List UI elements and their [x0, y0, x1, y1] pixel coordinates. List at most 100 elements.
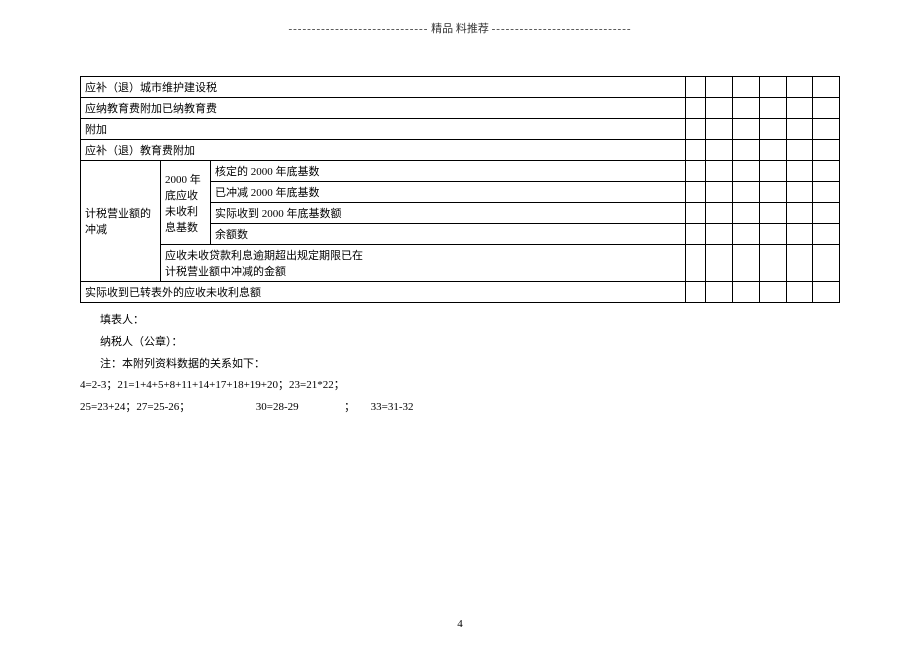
cell-empty	[706, 245, 733, 282]
cell-empty	[813, 245, 840, 282]
cell-label: 附加	[81, 119, 686, 140]
cell-empty	[706, 140, 733, 161]
cell-label: 应补（退）城市维护建设税	[81, 77, 686, 98]
note-part: 25=23+24；27=25-26；	[80, 401, 190, 413]
cell-empty	[733, 119, 760, 140]
cell-empty	[786, 77, 813, 98]
cell-empty	[733, 98, 760, 119]
cell-empty	[759, 119, 786, 140]
cell-empty	[813, 119, 840, 140]
cell-empty	[706, 161, 733, 182]
cell-sub2: 已冲减 2000 年底基数	[211, 182, 686, 203]
cell-empty	[813, 182, 840, 203]
cell-empty	[733, 282, 760, 303]
cell-empty	[786, 224, 813, 245]
cell-sub2: 余额数	[211, 224, 686, 245]
note-part: 30=28-29	[256, 401, 299, 413]
cell-empty	[786, 245, 813, 282]
note-line: 25=23+24；27=25-26； 30=28-29 ； 33=31-32	[80, 398, 840, 418]
note-line: 填表人：	[80, 311, 840, 331]
cell-text: 2000 年	[165, 171, 206, 187]
cell-empty	[786, 182, 813, 203]
cell-left-group: 计税营业额的 冲减	[81, 161, 161, 282]
cell-empty	[759, 182, 786, 203]
note-part: 33=31-32	[371, 401, 414, 413]
cell-empty	[759, 203, 786, 224]
cell-empty	[813, 203, 840, 224]
cell-empty	[759, 77, 786, 98]
cell-empty	[733, 245, 760, 282]
table-row: 应补（退）教育费附加	[81, 140, 840, 161]
cell-empty	[686, 77, 706, 98]
header-title: 精品 料推荐	[431, 23, 489, 35]
cell-empty	[759, 161, 786, 182]
table-row: 实际收到已转表外的应收未收利息额	[81, 282, 840, 303]
cell-empty	[733, 77, 760, 98]
cell-text: 未收利	[165, 203, 206, 219]
cell-empty	[706, 282, 733, 303]
cell-last: 实际收到已转表外的应收未收利息额	[81, 282, 686, 303]
cell-empty	[686, 203, 706, 224]
cell-text: 息基数	[165, 219, 206, 235]
header-dashes-right: ------------------------------	[492, 23, 632, 35]
cell-empty	[786, 140, 813, 161]
table-row: 计税营业额的 冲减 2000 年 底应收 未收利 息基数 核定的 2000 年底…	[81, 161, 840, 182]
table-row: 应补（退）城市维护建设税	[81, 77, 840, 98]
cell-label: 应补（退）教育费附加	[81, 140, 686, 161]
cell-empty	[686, 119, 706, 140]
cell-empty	[706, 77, 733, 98]
page-number: 4	[457, 618, 463, 630]
cell-sub1-group: 2000 年 底应收 未收利 息基数	[161, 161, 211, 245]
cell-empty	[686, 245, 706, 282]
cell-empty	[706, 182, 733, 203]
cell-empty	[786, 282, 813, 303]
cell-empty	[706, 119, 733, 140]
cell-empty	[686, 140, 706, 161]
cell-empty	[786, 161, 813, 182]
cell-empty	[706, 98, 733, 119]
cell-label: 应纳教育费附加已纳教育费	[81, 98, 686, 119]
header-dashes-left: ------------------------------	[288, 23, 428, 35]
cell-empty	[733, 140, 760, 161]
cell-text: 冲减	[85, 221, 156, 237]
cell-empty	[813, 224, 840, 245]
note-line: 纳税人（公章）：	[80, 333, 840, 353]
cell-empty	[813, 282, 840, 303]
cell-empty	[786, 203, 813, 224]
cell-text: 应收未收贷款利息逾期超出规定期限已在	[165, 247, 681, 263]
cell-empty	[759, 224, 786, 245]
cell-empty	[813, 77, 840, 98]
cell-sub2: 核定的 2000 年底基数	[211, 161, 686, 182]
cell-empty	[686, 282, 706, 303]
cell-empty	[686, 161, 706, 182]
note-line: 注：本附列资料数据的关系如下：	[80, 355, 840, 375]
cell-empty	[733, 224, 760, 245]
cell-text: 底应收	[165, 187, 206, 203]
cell-empty	[759, 282, 786, 303]
table-row: 应纳教育费附加已纳教育费	[81, 98, 840, 119]
page-footer: 4	[80, 618, 840, 630]
note-line: 4=2-3；21=1+4+5+8+11+14+17+18+19+20；23=21…	[80, 376, 840, 396]
cell-empty	[759, 140, 786, 161]
cell-empty	[759, 245, 786, 282]
cell-empty	[786, 119, 813, 140]
main-table: 应补（退）城市维护建设税 应纳教育费附加已纳教育费 附加 应补（退）教育费附加	[80, 76, 840, 303]
cell-span: 应收未收贷款利息逾期超出规定期限已在 计税营业额中冲减的金额	[161, 245, 686, 282]
table-row: 附加	[81, 119, 840, 140]
notes-section: 填表人： 纳税人（公章）： 注：本附列资料数据的关系如下： 4=2-3；21=1…	[80, 311, 840, 418]
cell-empty	[706, 203, 733, 224]
cell-text: 计税营业额中冲减的金额	[165, 263, 681, 279]
cell-sub2: 实际收到 2000 年底基数额	[211, 203, 686, 224]
cell-empty	[813, 98, 840, 119]
cell-empty	[813, 140, 840, 161]
cell-empty	[706, 224, 733, 245]
cell-empty	[733, 203, 760, 224]
cell-empty	[786, 98, 813, 119]
page-header: ------------------------------ 精品 料推荐 --…	[80, 20, 840, 36]
cell-empty	[733, 182, 760, 203]
cell-text: 计税营业额的	[85, 205, 156, 221]
cell-empty	[686, 224, 706, 245]
cell-empty	[686, 98, 706, 119]
cell-empty	[759, 98, 786, 119]
cell-empty	[813, 161, 840, 182]
